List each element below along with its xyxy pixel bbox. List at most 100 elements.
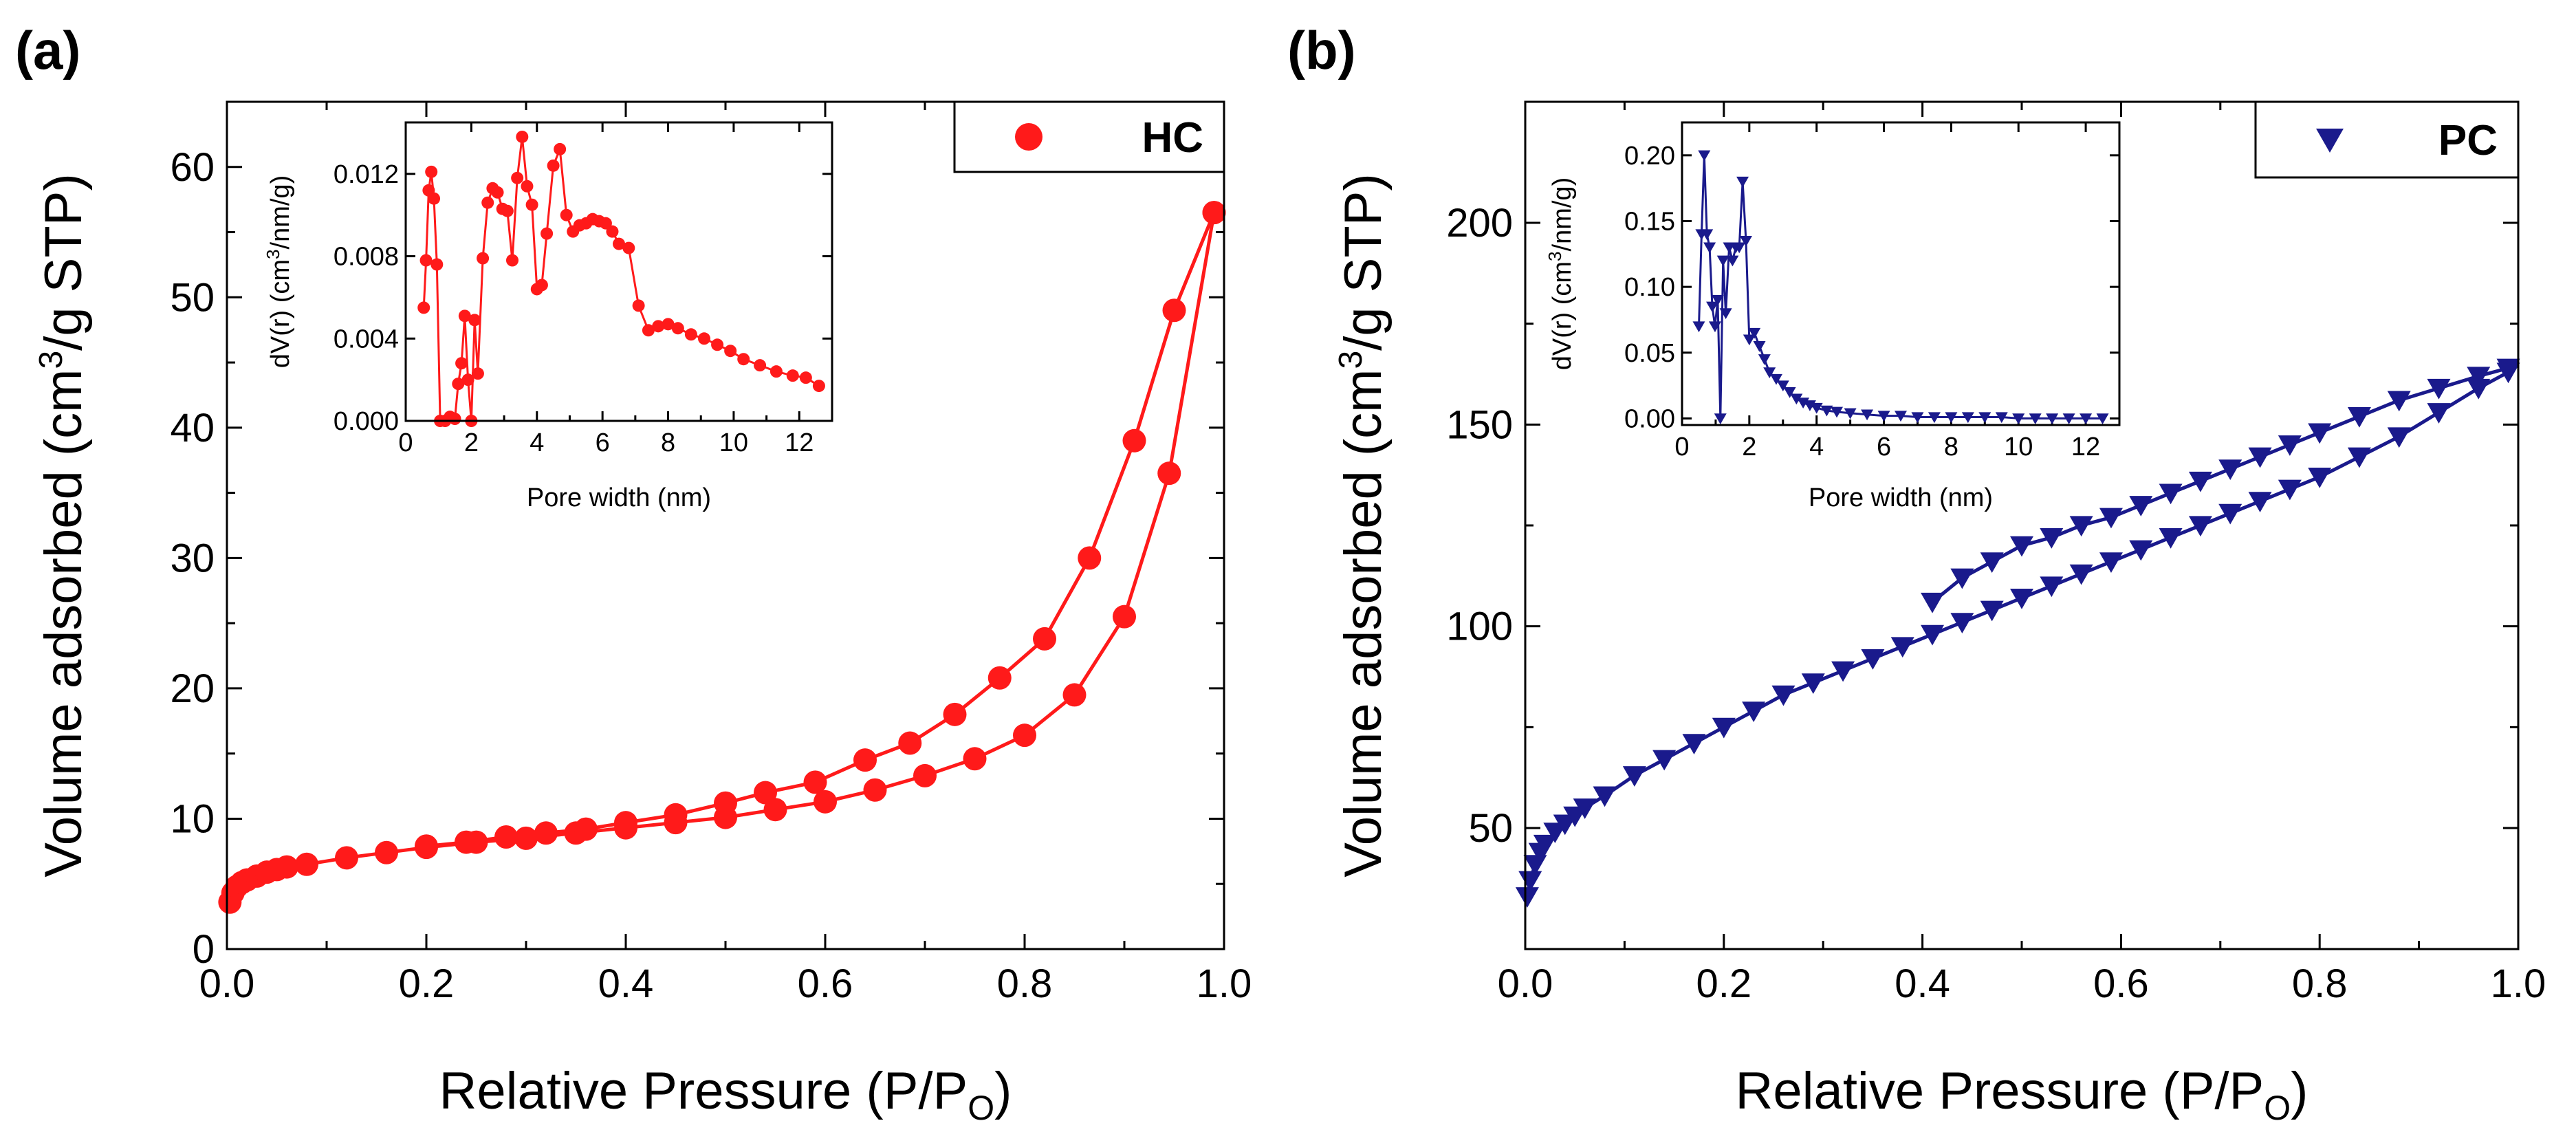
x-axis-title-tail: ): [994, 1062, 1012, 1120]
inset-data-point: [1877, 411, 1890, 422]
inset-data-point: [511, 171, 524, 184]
inset-data-point: [428, 192, 441, 205]
data-point-adsorption: [1980, 600, 2004, 622]
inset-x-tick-label: 4: [530, 428, 544, 457]
data-point-desorption: [455, 830, 478, 854]
x-tick-label: 0.4: [598, 961, 654, 1006]
inset-data-point: [2046, 413, 2059, 424]
inset-data-point: [812, 380, 825, 393]
inset-chart: 0 2 4 6 8 10 12 0.000 0.004 0.008 0.012 Pore width …: [263, 121, 833, 512]
inset-x-tick-label: 8: [661, 428, 675, 457]
data-point-adsorption: [863, 778, 887, 802]
data-point-desorption: [1078, 546, 1102, 570]
inset-data-point: [1978, 412, 1991, 424]
data-point-adsorption: [2387, 427, 2411, 448]
data-point-desorption: [2010, 536, 2033, 557]
inset-data-point: [724, 345, 737, 358]
inset-data-point: [1783, 387, 1796, 398]
inset-y-axis-title-main: dV(r) (cm: [1548, 261, 1577, 370]
inset-data-point: [501, 204, 514, 217]
inset-data-point: [671, 322, 684, 335]
y-tick-label: 20: [170, 666, 215, 711]
panel-label: (a): [15, 20, 80, 80]
data-point-desorption: [754, 781, 777, 805]
data-point-adsorption: [1682, 734, 1706, 754]
data-point-adsorption: [2218, 503, 2242, 525]
inset-data-point: [737, 353, 750, 366]
data-point-adsorption: [763, 798, 787, 822]
inset-data-point: [2029, 413, 2042, 424]
y-tick-label: 60: [170, 145, 215, 190]
x-tick-label: 1.0: [2491, 961, 2546, 1006]
y-tick-label: 100: [1446, 605, 1513, 649]
inset-data-point: [560, 208, 573, 221]
inset-y-axis-title: dV(r) (cm3/nm/g): [263, 175, 295, 368]
inset-data-point: [754, 359, 767, 372]
inset-data-point: [613, 237, 625, 250]
data-point-adsorption: [1593, 786, 1617, 807]
inset-data-point: [1810, 402, 1823, 414]
inset-data-point: [1726, 255, 1739, 267]
inset-data-point: [1769, 373, 1782, 385]
inset-data-point: [684, 328, 697, 341]
data-point-adsorption: [814, 790, 837, 814]
inset-y-tick-label: 0.000: [334, 407, 399, 436]
inset-data-point: [430, 258, 444, 271]
inset-data-point: [1743, 334, 1756, 346]
data-point-adsorption: [2069, 564, 2093, 585]
inset-data-point: [516, 130, 529, 143]
inset-data-point: [1701, 229, 1714, 241]
x-tick-label: 0.2: [1696, 961, 1751, 1006]
inset-y-tick-label: 0.004: [334, 325, 399, 353]
data-point-desorption: [1980, 552, 2004, 573]
inset-data-point: [1703, 242, 1716, 254]
inset-x-tick-label: 2: [1742, 433, 1756, 461]
data-point-adsorption: [1573, 798, 1597, 819]
data-point-adsorption: [913, 763, 937, 787]
inset-data-point: [1844, 408, 1857, 420]
inset-y-tick-label: 0.10: [1624, 273, 1675, 302]
inset-data-point: [769, 365, 783, 378]
inset-y-tick-label: 0.20: [1624, 142, 1675, 171]
data-point-adsorption: [2099, 552, 2123, 573]
inset-axes-frame: [404, 121, 833, 422]
data-point-adsorption: [1013, 723, 1036, 748]
data-point-adsorption: [1533, 834, 1557, 856]
data-point-adsorption: [1890, 637, 1914, 658]
legend-label: HC: [1142, 114, 1203, 162]
inset-x-axis-title: Pore width (nm): [527, 483, 711, 512]
data-point-desorption: [2308, 423, 2332, 444]
inset-data-point: [1995, 412, 2008, 424]
inset-data-point: [1961, 412, 1974, 424]
data-point-adsorption: [275, 855, 298, 879]
y-tick-label: 10: [170, 796, 215, 841]
inset-background: [1682, 122, 2119, 425]
x-tick-label: 0.0: [199, 961, 255, 1006]
inset-data-point: [481, 196, 494, 209]
data-point-desorption: [2069, 516, 2093, 537]
legend-marker: [1015, 123, 1043, 151]
panel-label: (b): [1287, 20, 1356, 80]
data-point-desorption: [2040, 528, 2064, 549]
inset-data-point: [662, 318, 675, 331]
data-point-adsorption: [335, 846, 358, 870]
inset-data-point: [471, 367, 484, 380]
data-point-desorption: [2099, 508, 2123, 529]
data-point-adsorption: [2467, 378, 2491, 400]
data-point-adsorption: [375, 840, 398, 864]
data-point-desorption: [1921, 592, 1945, 613]
inset-data-point: [799, 371, 812, 384]
y-axis-title-tail: /g STP): [34, 173, 93, 351]
inset-data-point: [599, 217, 612, 230]
data-point-adsorption: [2347, 447, 2371, 468]
data-point-desorption: [1162, 298, 1186, 323]
y-axis-title: Volume adsorbed (cm3/g STP): [1333, 173, 1393, 878]
inset-data-point: [1706, 301, 1719, 313]
data-point-desorption: [415, 834, 438, 858]
data-point-adsorption: [2159, 528, 2183, 549]
inset-data-point: [455, 357, 468, 370]
data-point-desorption: [853, 748, 877, 772]
inset-data-point: [1831, 406, 1844, 418]
data-point-adsorption: [2010, 589, 2033, 609]
data-point-desorption: [2159, 483, 2183, 505]
